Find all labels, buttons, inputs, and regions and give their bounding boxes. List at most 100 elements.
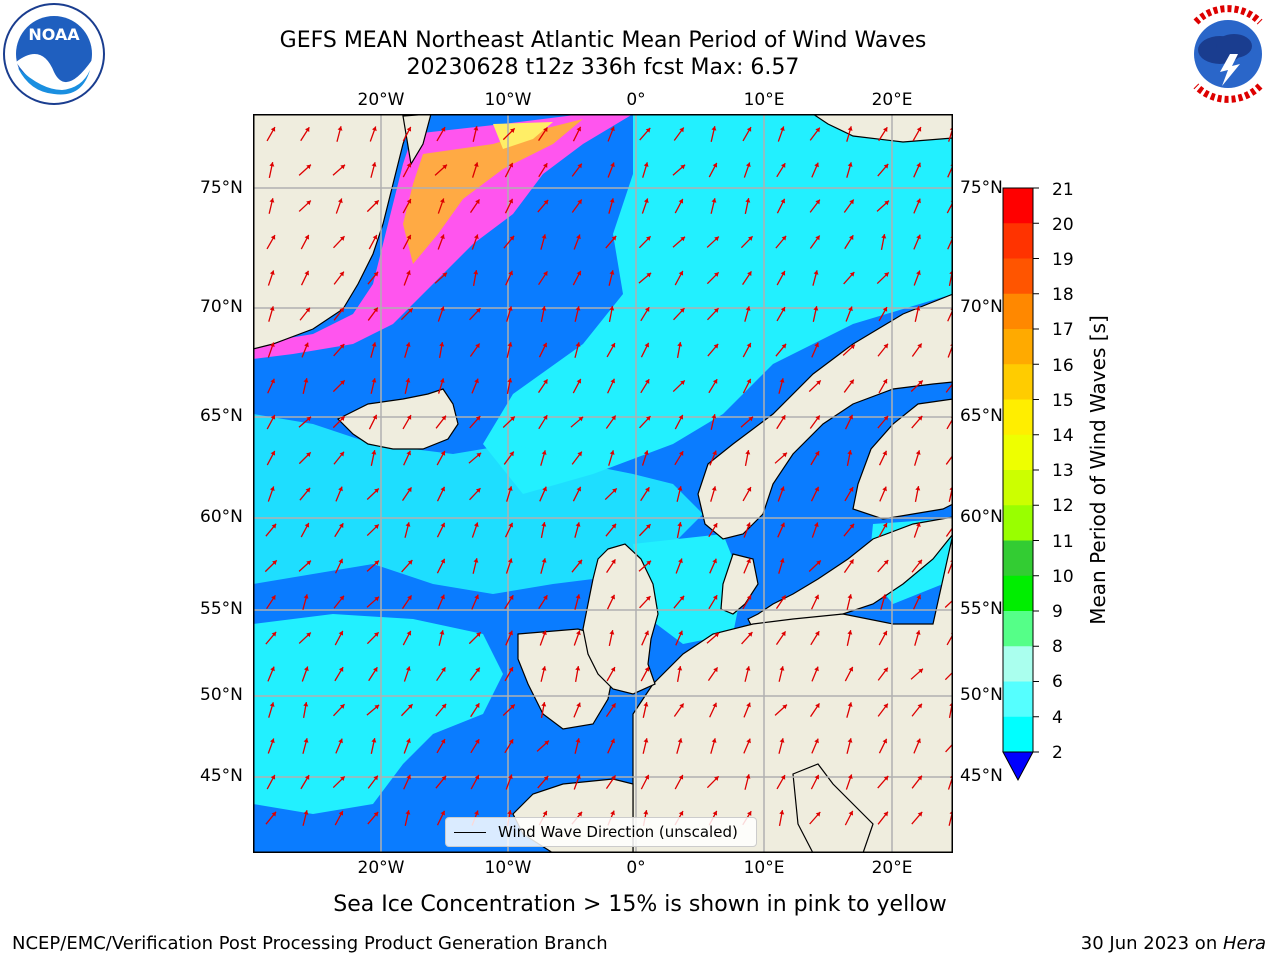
wave-direction-arrow [572,126,582,142]
wave-direction-arrow [370,450,377,466]
wave-direction-arrow [914,630,921,646]
wave-direction-arrow [404,342,411,358]
wave-direction-arrow [812,306,819,322]
wave-direction-arrow [777,522,785,538]
wave-direction-arrow [706,632,720,644]
wave-direction-arrow [843,559,855,573]
wave-direction-arrow [366,704,380,716]
lat-label-right: 75°N [960,178,1003,198]
lat-label-right: 55°N [960,599,1003,619]
wave-direction-arrow [402,234,412,250]
wave-direction-arrow [742,270,752,286]
wave-direction-arrow [606,342,616,358]
wave-direction-arrow [945,451,953,465]
wave-direction-arrow [742,378,752,394]
wave-direction-arrow [607,738,615,754]
wave-direction-arrow [572,270,582,286]
wave-direction-arrow [775,595,787,609]
wave-direction-arrow [776,414,786,430]
wave-direction-arrow [401,559,413,573]
wave-direction-arrow [468,452,482,464]
wave-direction-arrow [435,703,447,717]
wave-direction-arrow [472,126,479,142]
wave-direction-arrow [571,199,583,213]
wave-direction-arrow [302,810,309,826]
wave-direction-arrow [605,523,617,537]
wave-direction-arrow [300,522,310,538]
colorbar-tick-label: 19 [1052,250,1074,270]
wave-direction-arrow [471,162,479,178]
lon-label-top: 20°E [871,90,913,110]
wave-direction-arrow [913,198,921,214]
wave-direction-arrow [606,594,616,610]
wave-direction-arrow [638,560,652,572]
wave-direction-arrow [878,450,888,466]
wave-period-map [253,114,953,853]
wave-direction-arrow [844,666,854,682]
lat-label-right: 65°N [960,406,1003,426]
wave-direction-arrow [539,486,547,502]
wave-direction-arrow [540,522,547,538]
colorbar-tick-label: 12 [1052,496,1074,516]
wave-direction-arrow [640,774,650,790]
wave-direction-arrow [571,163,583,177]
wave-direction-arrow [267,342,275,358]
wave-direction-arrow [878,630,888,646]
wave-direction-arrow [334,558,344,574]
lat-label-left: 45°N [200,766,243,786]
wave-direction-arrow [470,702,480,718]
colorbar-bin [1003,681,1033,718]
wave-direction-arrow [403,666,411,682]
wave-direction-arrow [537,775,549,789]
colorbar-tick-label: 14 [1052,426,1074,446]
wave-direction-arrow [708,522,718,538]
wave-direction-arrow [707,307,719,321]
wave-direction-arrow [877,775,889,789]
wave-direction-arrow [877,811,889,825]
wave-direction-arrow [504,198,514,214]
colorbar-bin [1003,258,1033,295]
wave-direction-arrow [436,486,446,502]
wave-direction-arrow [301,666,309,682]
wave-direction-arrow [910,668,924,680]
wave-direction-arrow [776,162,786,178]
wave-direction-arrow [809,127,821,141]
wave-direction-arrow [334,666,344,682]
wave-direction-arrow [436,126,446,142]
wave-direction-arrow [777,486,785,502]
wave-direction-arrow [638,235,652,249]
lat-label-left: 60°N [200,507,243,527]
wave-direction-arrow [877,559,889,573]
wave-direction-arrow [334,810,344,826]
wave-direction-arrow [265,631,277,645]
wave-direction-arrow [672,379,686,393]
wave-direction-arrow [505,630,513,646]
wave-direction-arrow [506,486,513,502]
wave-direction-arrow [538,594,548,610]
wave-direction-arrow [537,379,549,393]
wave-direction-arrow [332,164,346,176]
wave-direction-arrow [266,414,276,430]
wave-direction-arrow [504,162,514,178]
wave-direction-arrow [403,450,411,466]
wave-direction-arrow [672,236,686,248]
wave-direction-arrow [437,378,445,394]
wave-direction-arrow [709,702,717,718]
wave-direction-arrow [336,126,343,142]
wave-direction-arrow [265,811,277,825]
wave-direction-arrow [776,306,786,322]
wave-direction-arrow [437,234,445,250]
wave-direction-arrow [300,234,310,250]
wave-direction-arrow [334,522,344,538]
wave-direction-arrow [437,306,445,322]
wave-direction-arrow [332,775,346,789]
wave-direction-arrow [778,810,785,826]
wave-direction-arrow [298,200,312,212]
wave-direction-arrow [844,414,854,430]
colorbar-bin [1003,329,1033,365]
wave-direction-arrow [911,559,923,573]
noaa-logo-text: NOAA [28,25,80,44]
wave-direction-arrow [266,234,276,250]
wave-direction-arrow [333,451,345,465]
wave-direction-arrow [811,162,819,178]
